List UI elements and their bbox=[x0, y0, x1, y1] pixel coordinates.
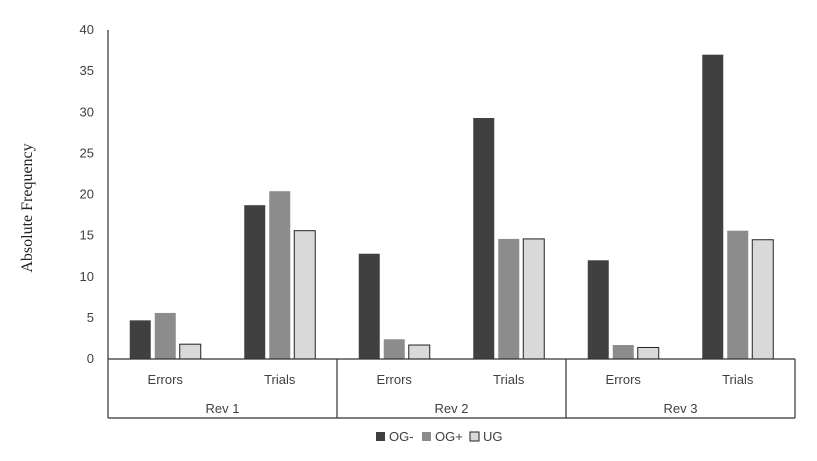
bar-ug-4 bbox=[522, 238, 545, 360]
y-axis-ticks: 0 5 10 15 20 25 30 35 40 bbox=[80, 22, 94, 366]
bar-og--4 bbox=[498, 238, 520, 359]
bar-og--3 bbox=[383, 339, 405, 359]
legend-label: UG bbox=[483, 429, 503, 444]
bar-og--1 bbox=[154, 312, 176, 359]
axes bbox=[107, 30, 796, 419]
bar-og--6 bbox=[702, 54, 724, 360]
y-tick-label: 0 bbox=[87, 351, 94, 366]
legend-label: OG+ bbox=[435, 429, 463, 444]
bar-og--2 bbox=[244, 205, 266, 359]
legend-swatch bbox=[422, 432, 431, 441]
x-tick-label: Errors bbox=[377, 372, 413, 387]
y-tick-label: 35 bbox=[80, 63, 94, 78]
y-axis-label: Absolute Frequency bbox=[19, 143, 36, 272]
y-tick-label: 30 bbox=[80, 104, 94, 119]
group-label: Rev 3 bbox=[664, 401, 698, 416]
group-label: Rev 1 bbox=[206, 401, 240, 416]
group-labels: Rev 1 Rev 2 Rev 3 bbox=[206, 401, 698, 416]
y-tick-label: 40 bbox=[80, 22, 94, 37]
bar-og--5 bbox=[587, 260, 609, 359]
category-labels: Errors Trials Errors Trials Errors Trials bbox=[148, 372, 754, 387]
legend-swatch bbox=[469, 431, 480, 442]
bar-ug-1 bbox=[179, 343, 202, 360]
legend-swatch bbox=[376, 432, 385, 441]
bars bbox=[129, 54, 774, 360]
y-tick-label: 5 bbox=[87, 310, 94, 325]
bar-og--6 bbox=[727, 230, 749, 359]
y-tick-label: 25 bbox=[80, 145, 94, 160]
x-tick-label: Trials bbox=[264, 372, 296, 387]
y-tick-label: 20 bbox=[80, 187, 94, 202]
y-tick-label: 15 bbox=[80, 228, 94, 243]
bar-ug-2 bbox=[293, 230, 316, 360]
bar-og--3 bbox=[358, 253, 380, 359]
bar-og--4 bbox=[473, 118, 495, 359]
legend-label: OG- bbox=[389, 429, 414, 444]
x-tick-label: Errors bbox=[606, 372, 642, 387]
group-label: Rev 2 bbox=[435, 401, 469, 416]
bar-ug-3 bbox=[408, 344, 431, 360]
bar-og--2 bbox=[269, 191, 291, 359]
bar-ug-6 bbox=[751, 239, 774, 360]
bar-og--1 bbox=[129, 320, 151, 359]
y-tick-label: 10 bbox=[80, 269, 94, 284]
bar-ug-5 bbox=[637, 346, 660, 360]
legend: OG- OG+ UG bbox=[376, 429, 503, 444]
x-tick-label: Trials bbox=[493, 372, 525, 387]
x-tick-label: Trials bbox=[722, 372, 754, 387]
bar-og--5 bbox=[612, 345, 634, 359]
x-tick-label: Errors bbox=[148, 372, 184, 387]
